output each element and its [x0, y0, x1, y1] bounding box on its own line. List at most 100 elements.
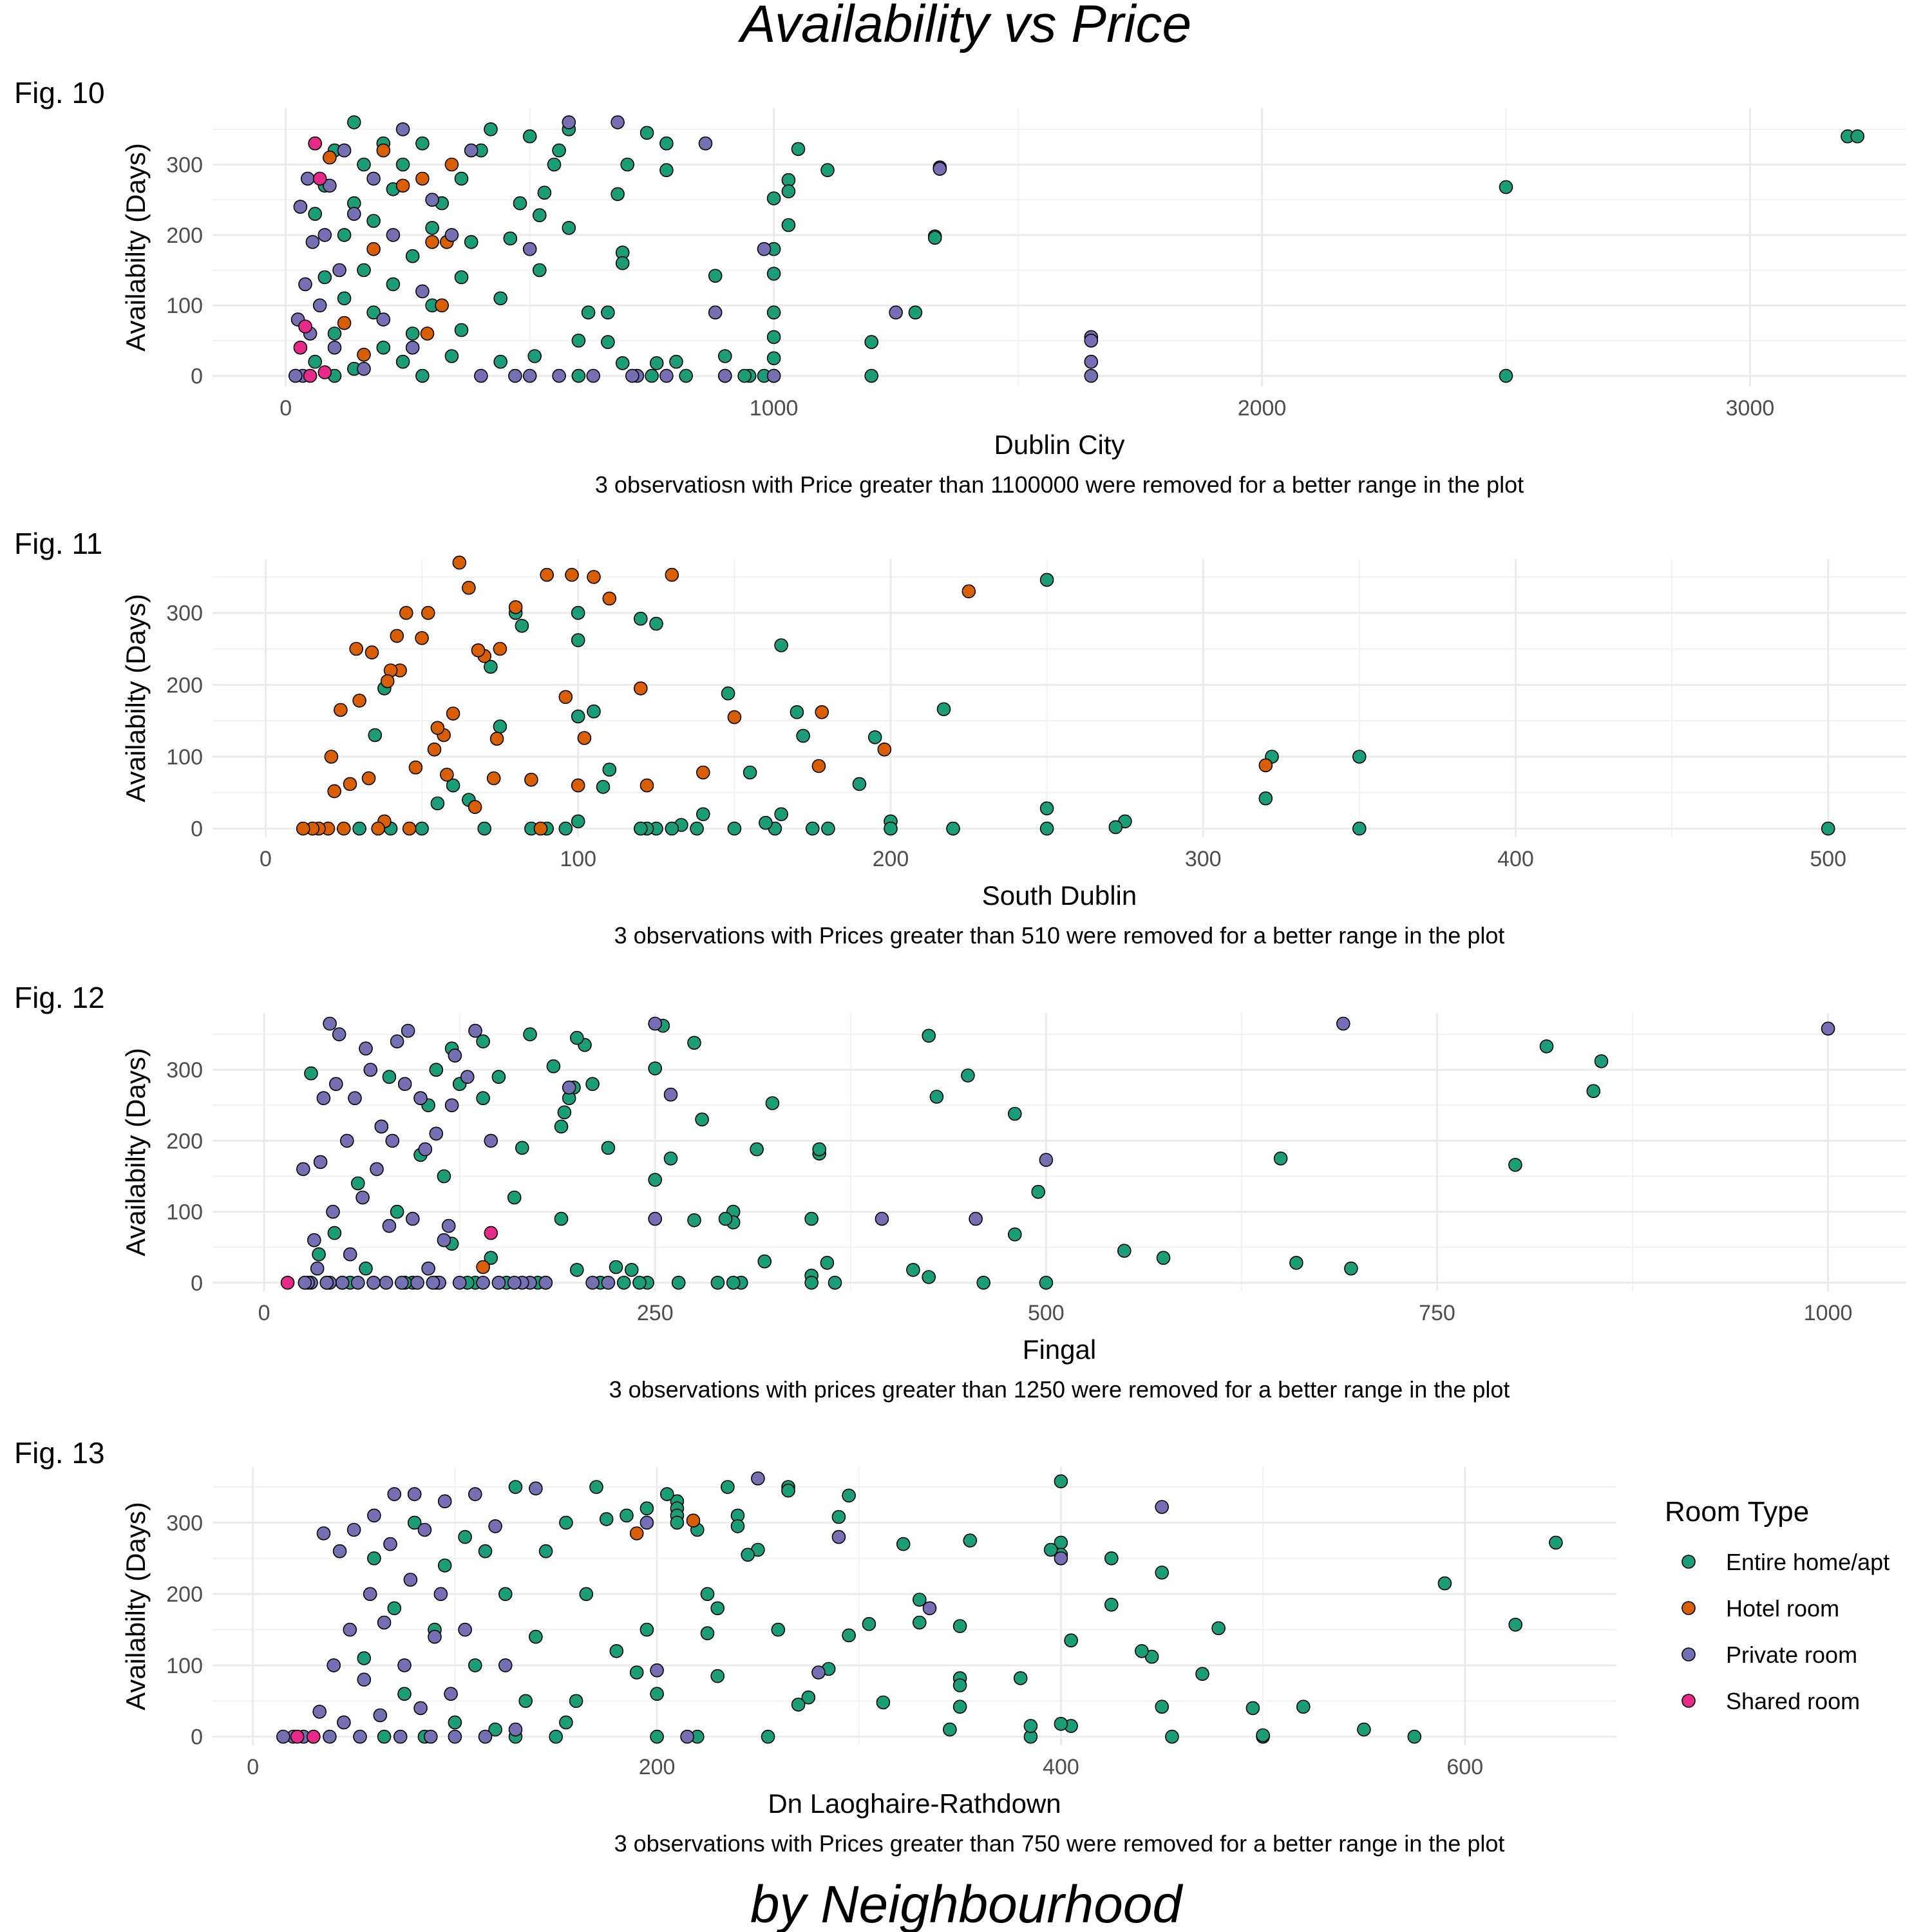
data-point	[444, 1098, 459, 1113]
data-point	[390, 629, 404, 643]
data-point	[650, 1687, 664, 1701]
data-point	[615, 356, 630, 370]
x-tick-label: 0	[279, 396, 292, 421]
data-point	[405, 327, 420, 341]
data-point	[357, 1651, 372, 1665]
data-point	[569, 1694, 583, 1709]
x-tick-label: 200	[639, 1755, 676, 1779]
data-point	[828, 1276, 842, 1290]
data-point	[876, 1695, 891, 1710]
data-point	[821, 821, 835, 836]
data-point	[718, 1211, 733, 1226]
data-point	[397, 1077, 412, 1091]
data-point	[448, 1715, 462, 1730]
data-point	[922, 1270, 936, 1284]
data-point	[639, 778, 654, 793]
data-point	[766, 191, 781, 205]
data-point	[943, 1722, 957, 1737]
data-point	[1195, 1667, 1209, 1681]
data-point	[771, 1622, 786, 1637]
data-point	[454, 171, 469, 186]
data-point	[460, 1070, 475, 1084]
data-point	[413, 1701, 428, 1716]
data-point	[343, 1622, 357, 1637]
x-tick-label: 400	[1497, 847, 1534, 871]
data-point	[293, 340, 308, 355]
data-point	[687, 1036, 701, 1050]
data-point	[565, 567, 579, 582]
y-tick-label: 200	[166, 223, 203, 248]
data-point	[781, 218, 796, 232]
data-point	[908, 305, 923, 320]
x-tick-label: 1000	[750, 396, 799, 421]
data-point	[484, 1226, 498, 1240]
data-point	[864, 335, 878, 349]
points	[288, 115, 1864, 383]
data-point	[523, 1027, 537, 1041]
data-point	[538, 1544, 553, 1558]
y-tick-label: 100	[166, 1200, 203, 1225]
data-point	[444, 1687, 458, 1701]
data-point	[280, 1276, 295, 1290]
data-point	[737, 368, 752, 383]
y-axis-title: Availabilty (Days)	[120, 1048, 151, 1256]
data-point	[922, 1601, 937, 1616]
data-point	[639, 1515, 654, 1530]
data-point	[842, 1628, 856, 1643]
data-point	[343, 777, 357, 791]
data-point	[395, 157, 410, 172]
data-point	[337, 143, 352, 158]
data-point	[659, 368, 674, 383]
data-point	[562, 115, 576, 129]
data-point	[522, 242, 537, 256]
x-tick-label: 1000	[1804, 1301, 1853, 1325]
data-point	[727, 821, 742, 836]
data-point	[524, 772, 538, 787]
data-point	[317, 228, 332, 242]
data-point	[498, 1587, 513, 1601]
data-point	[766, 267, 781, 281]
data-point	[577, 731, 592, 745]
data-point	[554, 1119, 569, 1134]
data-point	[478, 1544, 493, 1558]
data-point	[448, 1729, 462, 1744]
data-point	[397, 1687, 412, 1701]
data-point	[774, 807, 788, 822]
data-point	[671, 1276, 686, 1290]
data-point	[429, 1126, 444, 1141]
data-point	[929, 1090, 944, 1104]
data-point	[484, 1133, 498, 1148]
data-point	[1437, 1576, 1452, 1591]
data-point	[533, 821, 548, 836]
data-point	[1054, 1551, 1068, 1566]
data-point	[1108, 820, 1123, 835]
data-point	[1508, 1158, 1522, 1172]
data-point	[831, 1510, 846, 1524]
data-point	[298, 277, 312, 292]
data-point	[305, 234, 320, 249]
legend-key	[1681, 1647, 1696, 1662]
data-point	[710, 1276, 725, 1290]
data-point	[498, 1658, 513, 1672]
data-point	[293, 200, 308, 214]
panel-1: 0 1000 2000 3000 0 100 200 300 Fig. 10 Dublin Cit…	[14, 76, 1906, 498]
data-point	[405, 249, 420, 263]
data-point	[1039, 801, 1054, 816]
data-point	[1549, 1535, 1563, 1550]
data-point	[933, 162, 947, 176]
data-point	[629, 1526, 644, 1540]
x-tick-label: 250	[637, 1301, 674, 1325]
data-point	[420, 327, 435, 341]
data-point	[313, 1155, 328, 1170]
data-point	[877, 743, 892, 757]
data-point	[401, 1023, 415, 1038]
data-point	[437, 1169, 451, 1184]
data-point	[781, 1483, 795, 1498]
data-point	[296, 821, 310, 836]
data-point	[415, 171, 430, 186]
data-point	[913, 1593, 927, 1607]
data-point	[620, 1508, 634, 1523]
data-point	[328, 1077, 343, 1091]
data-point	[751, 1471, 765, 1486]
data-point	[571, 778, 585, 793]
